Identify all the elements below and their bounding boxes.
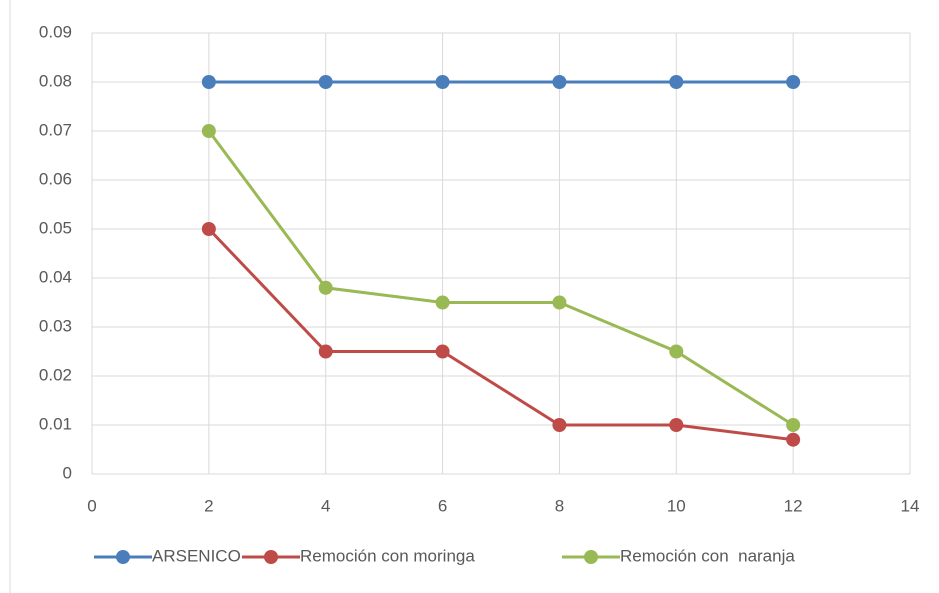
y-tick-label: 0.09 [39,22,72,41]
legend-label: ARSENICO [152,546,241,565]
legend-marker [116,550,130,564]
data-point [318,280,333,295]
data-point [786,432,801,447]
series-line [207,130,794,427]
data-point [318,75,333,89]
data-point [201,75,216,89]
x-tick-label: 4 [321,496,330,515]
y-tick-label: 0.08 [39,71,72,90]
y-tick-label: 0.04 [39,267,72,286]
x-tick-label: 14 [901,496,920,515]
data-point [435,344,450,359]
y-tick-label: 0.01 [39,414,72,433]
data-point [669,75,684,89]
y-tick-label: 0.02 [39,365,72,384]
series-line [207,227,794,442]
data-point [786,418,801,432]
data-point [435,75,450,89]
data-point [201,222,216,236]
data-point [435,295,450,310]
x-tick-label: 10 [667,496,686,515]
y-tick-label: 0 [63,463,72,482]
x-tick-label: 6 [438,496,447,515]
y-tick-label: 0.07 [39,120,72,139]
data-point [552,418,567,432]
data-point [318,344,333,359]
x-tick-label: 0 [87,496,96,515]
y-tick-label: 0.06 [39,169,72,188]
data-point [552,75,567,89]
legend-marker [264,550,278,564]
data-point [669,418,684,432]
y-tick-label: 0.03 [39,316,72,335]
y-tick-label: 0.05 [39,218,72,237]
legend-label: Remoción con naranja [620,546,795,565]
x-tick-label: 2 [204,496,213,515]
data-point [552,295,567,310]
data-point [201,124,216,138]
x-tick-label: 8 [555,496,564,515]
legend-marker [584,550,598,564]
legend-label: Remoción con moringa [300,546,475,565]
data-point [669,344,684,359]
data-point [786,75,801,89]
x-tick-label: 12 [784,496,803,515]
